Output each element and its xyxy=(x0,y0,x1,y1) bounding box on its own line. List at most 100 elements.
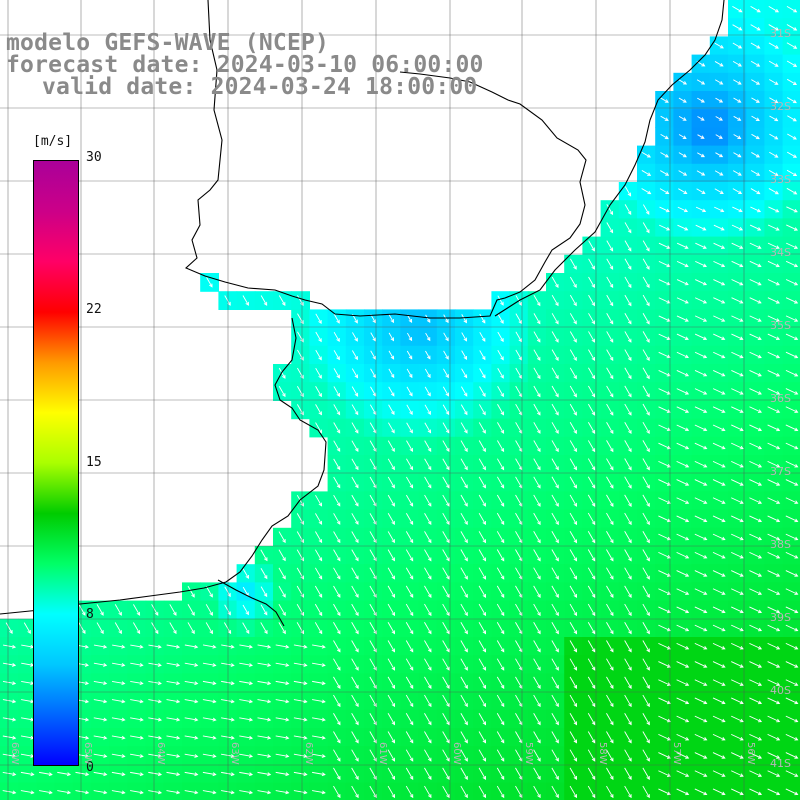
wind-arrow xyxy=(93,644,107,648)
wind-arrow xyxy=(533,494,541,507)
wind-arrow xyxy=(278,567,286,579)
wind-arrow-head xyxy=(739,464,744,468)
wind-arrow xyxy=(333,549,341,561)
wind-arrow-head xyxy=(121,699,126,704)
wind-arrow xyxy=(57,790,71,794)
wind-arrow xyxy=(678,152,687,158)
wind-arrow-head xyxy=(757,391,762,395)
wind-arrow xyxy=(624,458,632,470)
wind-arrow xyxy=(785,551,798,559)
wind-arrow xyxy=(551,494,559,507)
wind-arrow xyxy=(221,699,234,703)
wind-arrow xyxy=(405,531,414,543)
wind-arrow-head xyxy=(300,630,304,635)
wind-arrow-head xyxy=(794,536,799,541)
wind-arrow-head xyxy=(391,466,395,471)
wind-arrow-head xyxy=(176,735,181,740)
wind-arrow xyxy=(641,151,651,158)
wind-arrow xyxy=(57,771,71,776)
wind-arrow xyxy=(187,622,195,634)
lon-label: 56W xyxy=(745,742,756,765)
wind-arrow-head xyxy=(555,521,559,526)
wind-arrow-head xyxy=(646,721,650,726)
colorbar-tick-8: 8 xyxy=(86,607,94,622)
wind-arrow-head xyxy=(555,739,559,744)
wind-arrow xyxy=(515,403,523,416)
wind-arrow-head xyxy=(537,557,541,562)
wind-arrow-head xyxy=(774,190,779,195)
wind-arrow xyxy=(551,403,559,416)
wind-arrow xyxy=(424,694,432,707)
wind-arrow-head xyxy=(300,320,304,325)
wind-arrow xyxy=(749,533,762,541)
wind-arrow-head xyxy=(573,502,577,507)
wind-arrow xyxy=(551,713,559,725)
wind-arrow-head xyxy=(555,320,559,325)
wind-arrow xyxy=(351,731,359,743)
wind-arrow-head xyxy=(482,466,486,471)
wind-arrow-head xyxy=(555,448,559,453)
wind-arrow-head xyxy=(721,354,726,359)
wind-arrow xyxy=(767,442,780,450)
wind-arrow-head xyxy=(794,372,799,377)
wind-arrow xyxy=(606,603,614,616)
wind-arrow-head xyxy=(391,520,395,525)
wind-arrow-head xyxy=(267,663,272,667)
wind-arrow xyxy=(587,713,596,725)
wind-arrow-head xyxy=(555,393,559,398)
wind-arrow-head xyxy=(321,754,326,758)
wind-arrow xyxy=(695,242,707,249)
wind-arrow-head xyxy=(776,737,781,741)
wind-arrow-head xyxy=(103,663,108,667)
wind-arrow xyxy=(478,767,486,780)
wind-arrow-head xyxy=(684,318,689,322)
wind-arrow xyxy=(460,694,468,707)
wind-arrow xyxy=(694,606,707,613)
wind-arrow xyxy=(676,279,689,286)
wind-arrow xyxy=(697,152,705,158)
wind-arrow xyxy=(606,640,614,652)
wind-arrow xyxy=(676,442,689,450)
wind-arrow xyxy=(676,661,689,668)
wind-arrow-head xyxy=(354,374,358,379)
wind-arrow-head xyxy=(774,154,779,158)
wind-arrow xyxy=(767,624,780,632)
wind-arrow xyxy=(333,440,341,452)
wind-arrow-head xyxy=(482,630,487,635)
wind-arrow-head xyxy=(703,391,708,395)
wind-arrow-head xyxy=(194,790,199,795)
wind-arrow xyxy=(569,294,577,306)
wind-arrow xyxy=(694,333,707,340)
wind-cell xyxy=(491,782,511,800)
wind-arrow xyxy=(387,749,395,762)
wind-arrow xyxy=(676,260,689,267)
wind-arrow xyxy=(569,640,577,652)
wind-arrow-head xyxy=(300,393,304,398)
wind-arrow-head xyxy=(794,609,799,614)
wind-arrow xyxy=(148,771,162,776)
wind-arrow xyxy=(551,585,559,598)
wind-arrow xyxy=(442,512,450,525)
wind-arrow xyxy=(442,531,450,543)
wind-cell xyxy=(673,782,693,800)
wind-arrow xyxy=(749,570,762,577)
wind-arrow-head xyxy=(230,681,235,686)
wind-arrow xyxy=(749,297,762,304)
wind-arrow-head xyxy=(267,754,272,758)
wind-arrow-head xyxy=(282,612,286,617)
wind-arrow-head xyxy=(794,263,799,268)
wind-arrow xyxy=(715,152,723,158)
wind-arrow-head xyxy=(482,557,487,562)
wind-arrow xyxy=(369,549,377,561)
wind-arrow xyxy=(732,24,742,31)
wind-arrow xyxy=(767,424,780,431)
wind-arrow xyxy=(202,662,216,666)
wind-arrow xyxy=(370,386,377,397)
wind-arrow xyxy=(515,622,523,634)
wind-arrow-head xyxy=(628,703,632,708)
wind-arrow-head xyxy=(646,575,650,580)
wind-arrow xyxy=(569,549,577,561)
wind-arrow xyxy=(678,188,687,194)
wind-arrow xyxy=(767,406,780,413)
wind-arrow-head xyxy=(757,791,763,796)
